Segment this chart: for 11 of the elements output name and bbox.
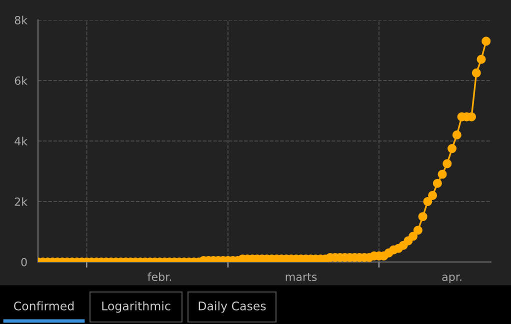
x-tick-label: apr.	[442, 274, 462, 284]
y-tick-label: 0	[21, 258, 27, 266]
text: Daily Cases	[198, 301, 266, 313]
x-tick-label: marts	[286, 273, 317, 282]
y-tick-label: 8k	[14, 16, 28, 24]
y-tick-label: 6k	[14, 76, 28, 85]
y-tick-label: 2k	[14, 197, 28, 206]
text: Logarithmic	[102, 301, 170, 313]
y-tick-label: 4k	[14, 136, 28, 146]
x-tick-label: febr.	[148, 272, 172, 282]
text: Confirmed	[14, 301, 74, 310]
